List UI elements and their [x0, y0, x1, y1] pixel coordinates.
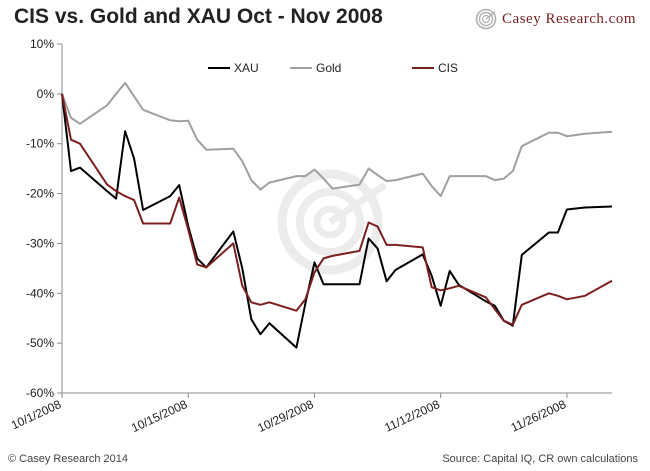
x-tick-label: 10/29/2008: [255, 397, 316, 435]
brand-name: Casey Research.com: [502, 10, 636, 27]
x-tick-label: 11/12/2008: [382, 397, 442, 435]
chart-legend: XAU Gold CIS: [208, 61, 458, 75]
watermark-logo: [277, 169, 387, 275]
y-tick-label: 10%: [30, 37, 54, 51]
x-tick-label: 11/26/2008: [509, 397, 569, 435]
y-tick-label: -30%: [26, 236, 54, 250]
y-tick-label: 0%: [37, 87, 55, 101]
source-note: Source: Capital IQ, CR own calculations: [442, 453, 638, 465]
chart-title: CIS vs. Gold and XAU Oct - Nov 2008: [14, 5, 383, 28]
y-tick-label: -50%: [26, 336, 54, 350]
brand-logo: Casey Research.com: [475, 8, 636, 30]
legend-label-gold: Gold: [316, 61, 341, 75]
series-layer: [61, 81, 613, 349]
copyright-note: © Casey Research 2014: [8, 453, 129, 465]
series-line-cis: [61, 93, 613, 326]
x-tick-label: 10/15/2008: [129, 397, 190, 435]
y-tick-label: -20%: [26, 187, 54, 201]
y-axis-ticks: 10% 0% -10% -20% -30% -40% -50% -60%: [26, 37, 62, 400]
y-tick-label: -10%: [26, 137, 54, 151]
x-tick-label: 10/1/2008: [9, 397, 64, 432]
legend-label-cis: CIS: [438, 61, 458, 75]
series-line-gold: [61, 81, 613, 198]
x-axis-ticks: 10/1/2008 10/15/2008 10/29/2008 11/12/2008 1…: [9, 393, 569, 435]
y-tick-label: -40%: [26, 286, 54, 300]
brand-swirl-icon: [475, 8, 497, 30]
y-tick-label: -60%: [26, 386, 54, 400]
legend-label-xau: XAU: [234, 61, 259, 75]
